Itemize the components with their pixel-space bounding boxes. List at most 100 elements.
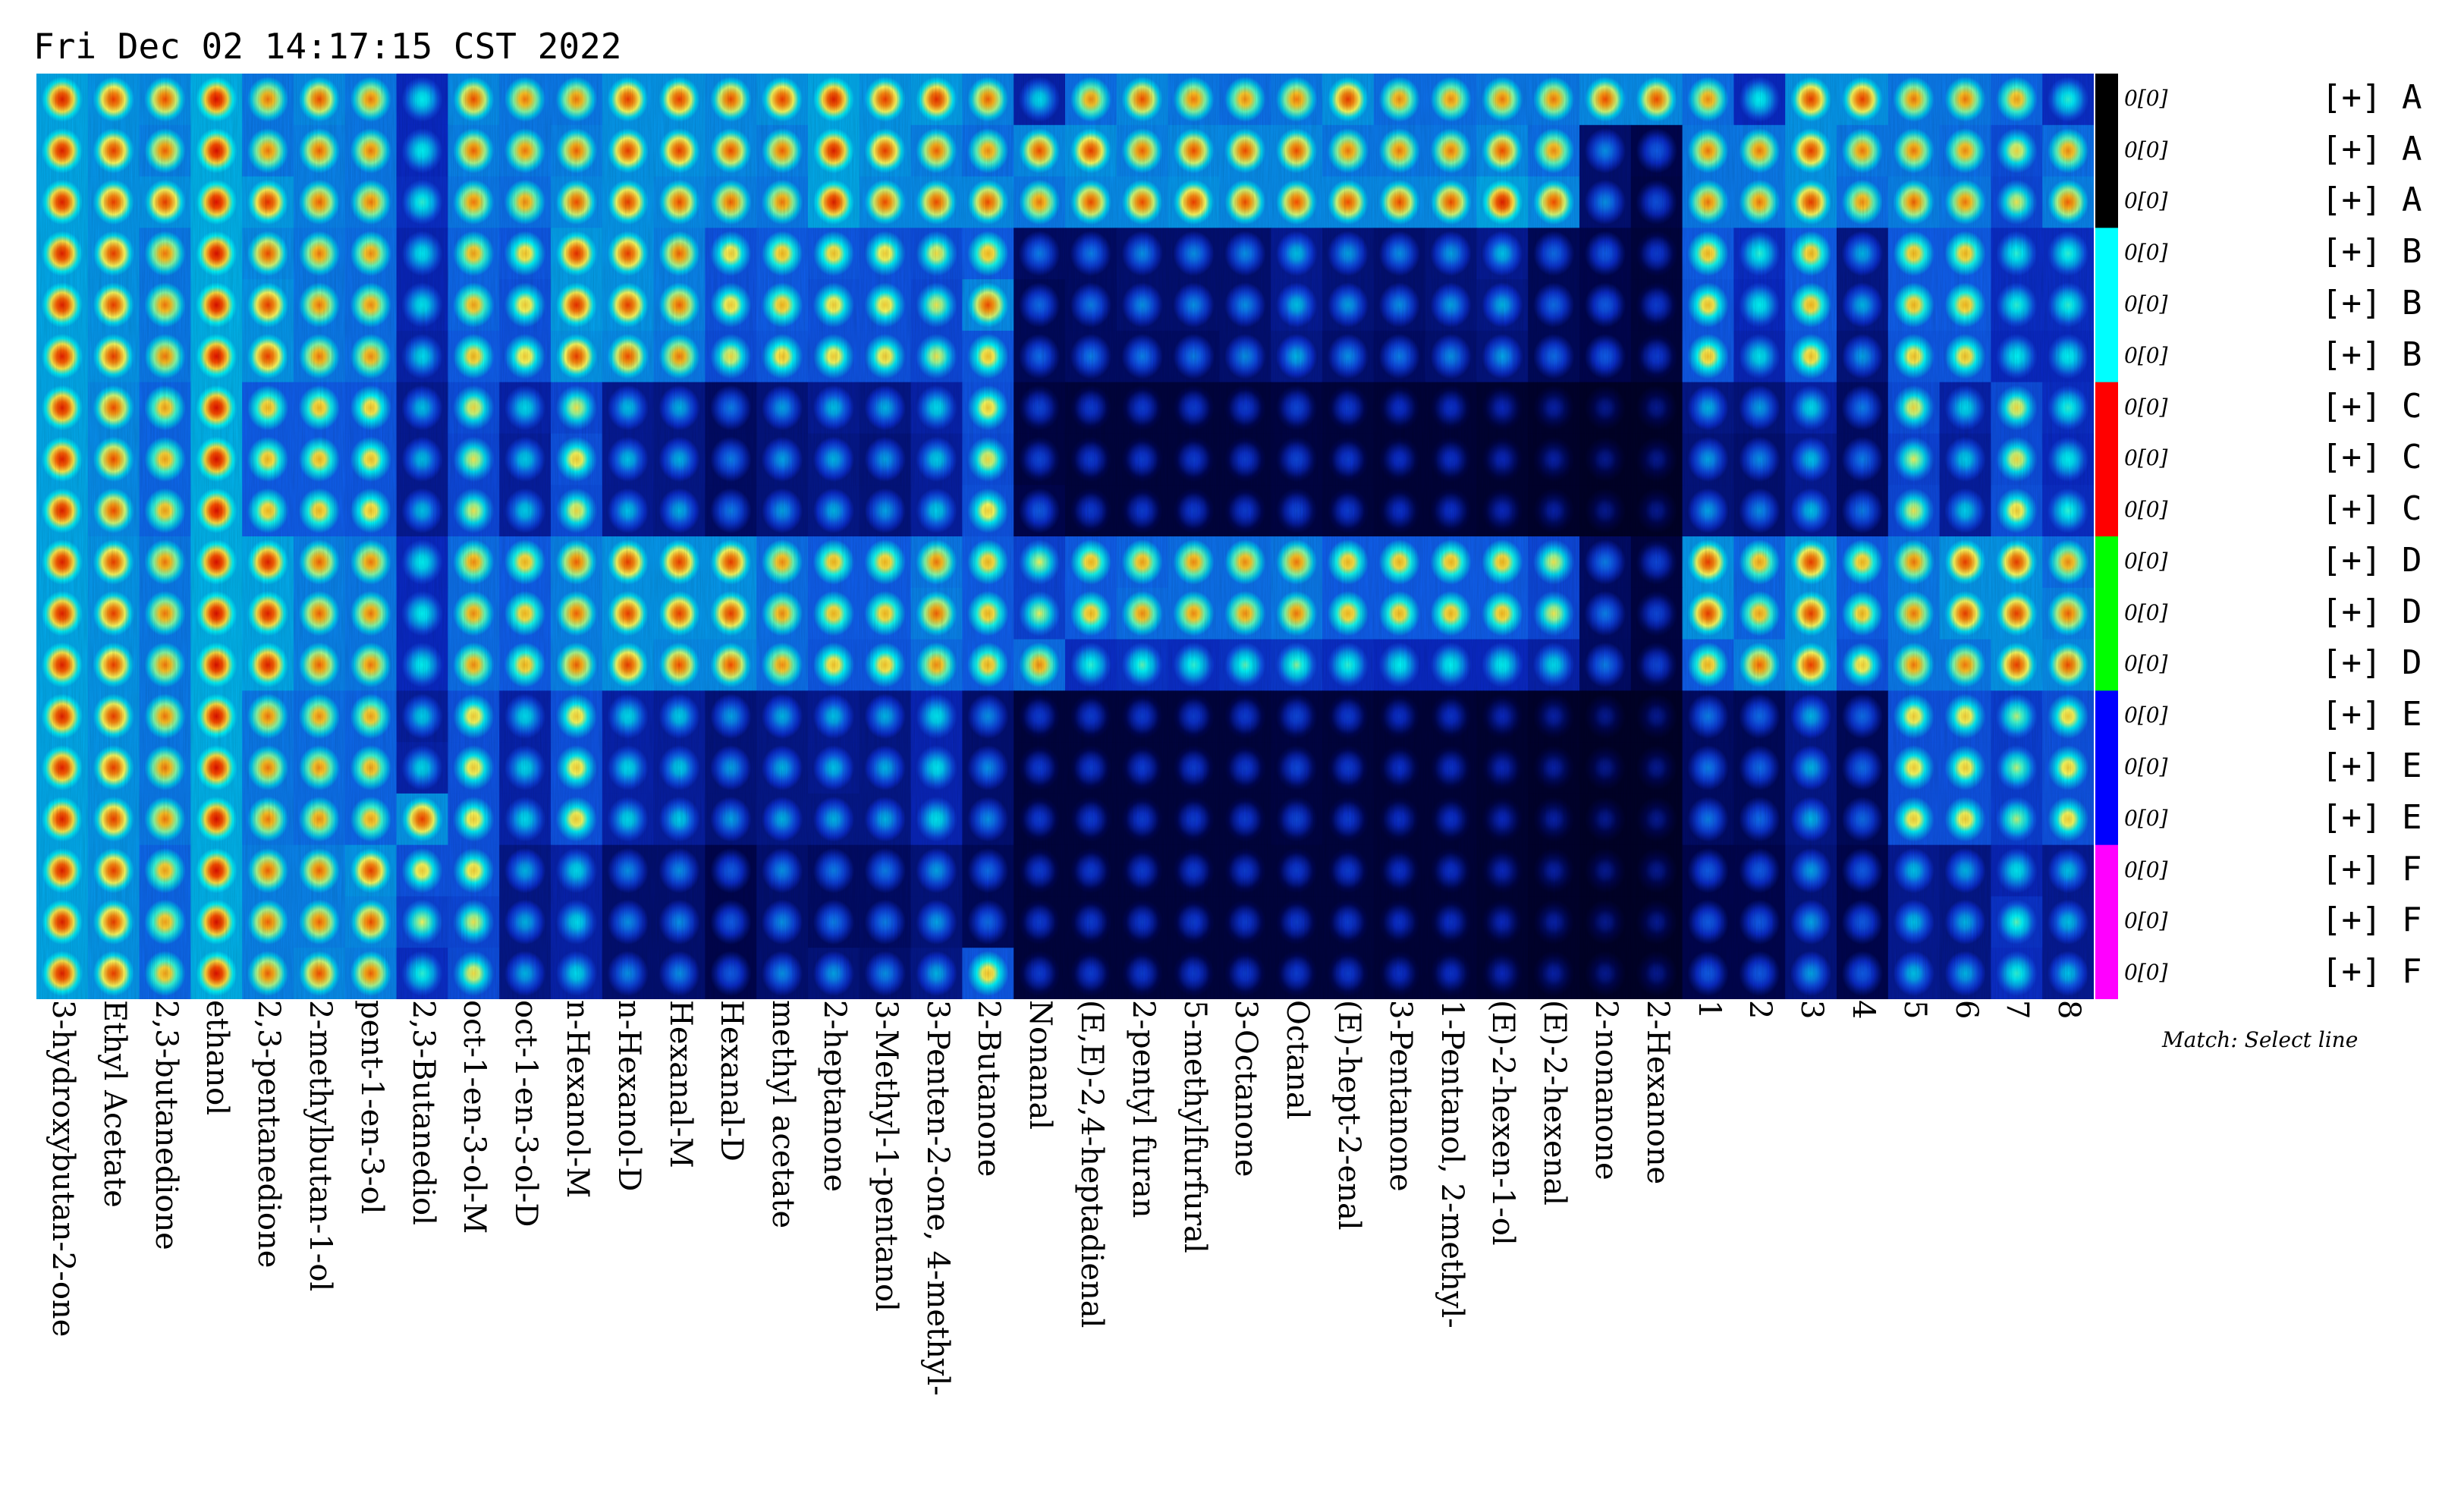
- column-label: 2-pentyl furan: [1118, 1000, 1167, 1485]
- column-label-text: 2,3-butanedione: [148, 1000, 184, 1250]
- group-color-swatch: [2095, 279, 2118, 332]
- group-color-swatch: [2095, 639, 2118, 691]
- group-color-swatch: [2095, 433, 2118, 486]
- group-color-swatch: [2095, 74, 2118, 126]
- column-label-text: 3-Octanone: [1228, 1000, 1264, 1177]
- column-label-text: oct-1-en-3-ol-M: [457, 1000, 492, 1234]
- column-label-text: 2-Hexanone: [1639, 1000, 1675, 1185]
- column-label: pent-1-en-3-ol: [347, 1000, 395, 1485]
- row-group-item[interactable]: [+] C: [2321, 386, 2422, 426]
- row-group-item[interactable]: [+] A: [2321, 129, 2422, 168]
- fingerprint-heatmap[interactable]: [36, 74, 2094, 999]
- column-label-text: 2-methylbutan-1-ol: [302, 1000, 338, 1292]
- column-label: 2,3-butanedione: [141, 1000, 190, 1485]
- row-group-item[interactable]: [+] D: [2321, 643, 2422, 683]
- row-group-item[interactable]: [+] D: [2321, 592, 2422, 631]
- row-group-item[interactable]: [+] D: [2321, 540, 2422, 580]
- row-group-item[interactable]: [+] F: [2321, 952, 2422, 992]
- row-value: 0[0]: [2124, 85, 2168, 111]
- group-color-swatch: [2095, 948, 2118, 999]
- column-label-text: 2-pentyl furan: [1125, 1000, 1161, 1218]
- column-label-text: 2,3-pentanedione: [251, 1000, 287, 1269]
- row-value: 0[0]: [2124, 445, 2168, 471]
- column-label: 2-methylbutan-1-ol: [295, 1000, 344, 1485]
- row-value: 0[0]: [2124, 394, 2168, 420]
- group-color-swatch: [2095, 896, 2118, 948]
- column-label-text: 7: [2000, 1000, 2035, 1020]
- column-label-text: 1-Pentanol, 2-methyl-: [1434, 1000, 1469, 1328]
- column-label-text: 2,3-Butanediol: [405, 1000, 441, 1225]
- row-group-item[interactable]: [+] F: [2321, 901, 2422, 940]
- row-group-item[interactable]: [+] E: [2321, 695, 2422, 734]
- column-label: 7: [1992, 1000, 2041, 1485]
- group-color-swatch: [2095, 382, 2118, 435]
- row-value: 0[0]: [2124, 651, 2168, 677]
- column-label: oct-1-en-3-ol-D: [501, 1000, 549, 1485]
- column-label: 2-Butanone: [963, 1000, 1012, 1485]
- column-label: Hexanal-D: [706, 1000, 755, 1485]
- column-label-text: 6: [1948, 1000, 1984, 1020]
- group-color-swatch: [2095, 228, 2118, 280]
- column-label: Octanal: [1272, 1000, 1321, 1485]
- column-label: methyl acetate: [758, 1000, 806, 1485]
- column-label-text: 2-nonanone: [1588, 1000, 1623, 1180]
- row-group-item[interactable]: [+] A: [2321, 181, 2422, 220]
- row-group-item[interactable]: [+] C: [2321, 438, 2422, 477]
- match-hint: Match: Select line: [2162, 1027, 2359, 1052]
- column-label: (E)-2-hexen-1-ol: [1478, 1000, 1526, 1485]
- column-label: 3-hydroxybutan-2-one: [38, 1000, 86, 1485]
- column-label: 3-Pentanone: [1375, 1000, 1424, 1485]
- group-color-swatch: [2095, 176, 2118, 228]
- column-label-text: 3-hydroxybutan-2-one: [45, 1000, 80, 1338]
- column-label: n-Hexanol-D: [604, 1000, 652, 1485]
- column-label-text: 2: [1743, 1000, 1778, 1020]
- column-label: 3: [1787, 1000, 1835, 1485]
- column-label: Hexanal-M: [655, 1000, 704, 1485]
- row-group-item[interactable]: [+] F: [2321, 849, 2422, 888]
- row-group-item[interactable]: [+] B: [2321, 284, 2422, 322]
- column-label: 3-Penten-2-one, 4-methyl-: [913, 1000, 961, 1485]
- column-label-text: oct-1-en-3-ol-D: [508, 1000, 544, 1228]
- column-label: 1-Pentanol, 2-methyl-: [1427, 1000, 1476, 1485]
- column-label-text: 2-heptanone: [816, 1000, 852, 1193]
- column-label-text: Nonanal: [1023, 1000, 1058, 1130]
- column-label-text: Ethyl Acetate: [96, 1000, 132, 1208]
- column-label: (E)-hept-2-enal: [1324, 1000, 1372, 1485]
- row-group-item[interactable]: [+] E: [2321, 797, 2422, 837]
- column-label-text: (E,E)-2,4-heptadienal: [1073, 1000, 1109, 1328]
- group-color-bar: [2095, 74, 2118, 999]
- row-group-item[interactable]: [+] A: [2321, 77, 2422, 117]
- column-label: 2: [1735, 1000, 1784, 1485]
- group-color-swatch: [2095, 330, 2118, 383]
- column-label: 4: [1838, 1000, 1887, 1485]
- row-value: 0[0]: [2124, 908, 2168, 934]
- row-group-item[interactable]: [+] B: [2321, 232, 2422, 272]
- column-label: 8: [2044, 1000, 2092, 1485]
- row-group-item[interactable]: [+] B: [2321, 335, 2422, 374]
- column-label-text: 5-methylfurfural: [1177, 1000, 1212, 1253]
- column-label: 3-Octanone: [1221, 1000, 1269, 1485]
- group-color-swatch: [2095, 793, 2118, 846]
- row-value: 0[0]: [2124, 960, 2168, 986]
- row-value: 0[0]: [2124, 497, 2168, 523]
- row-value: 0[0]: [2124, 703, 2168, 728]
- column-label-text: methyl acetate: [765, 1000, 801, 1229]
- row-value: 0[0]: [2124, 805, 2168, 831]
- column-label-text: 3-Pentanone: [1382, 1000, 1418, 1192]
- column-label: Ethyl Acetate: [90, 1000, 138, 1485]
- column-label: oct-1-en-3-ol-M: [449, 1000, 498, 1485]
- column-label: 5: [1890, 1000, 1938, 1485]
- row-group-item[interactable]: [+] E: [2321, 747, 2422, 785]
- group-color-swatch: [2095, 690, 2118, 743]
- column-label-text: ethanol: [200, 1000, 235, 1115]
- row-value: 0[0]: [2124, 599, 2168, 625]
- row-group-item[interactable]: [+] C: [2321, 489, 2422, 529]
- column-label: Nonanal: [1015, 1000, 1064, 1485]
- column-label: (E,E)-2,4-heptadienal: [1067, 1000, 1115, 1485]
- row-value: 0[0]: [2124, 857, 2168, 882]
- row-value: 0[0]: [2124, 548, 2168, 574]
- row-value: 0[0]: [2124, 342, 2168, 368]
- column-label-text: n-Hexanol-D: [611, 1000, 646, 1192]
- row-value: 0[0]: [2124, 188, 2168, 214]
- group-color-swatch: [2095, 124, 2118, 178]
